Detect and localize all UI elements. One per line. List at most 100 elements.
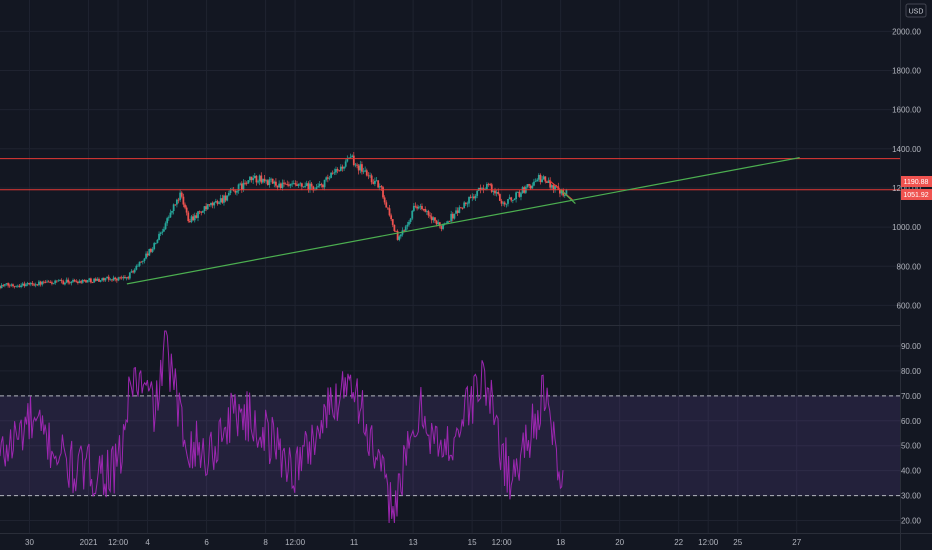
time-tick-label[interactable]: 20 [615, 538, 624, 547]
candle-body [526, 184, 529, 188]
candle-body [440, 226, 443, 229]
rsi-tick-label[interactable]: 50.00 [901, 442, 922, 451]
candle-body [304, 185, 307, 187]
candle-body [322, 184, 324, 188]
candle-body [236, 191, 238, 193]
time-tick-label[interactable]: 27 [792, 538, 801, 547]
candle-body [3, 284, 6, 286]
candle-body [541, 179, 543, 183]
time-tick-label[interactable]: 22 [674, 538, 683, 547]
price-tick-label[interactable]: 1000.00 [892, 223, 921, 232]
time-tick-label[interactable]: 6 [204, 538, 209, 547]
candle-body [193, 215, 196, 221]
candle-body [469, 197, 472, 198]
candle-body [339, 166, 342, 171]
candle-body [104, 278, 107, 281]
price-tick-label[interactable]: 1200.00 [892, 184, 921, 193]
candle-body [154, 242, 157, 244]
candle-body [287, 184, 290, 186]
price-pane[interactable] [0, 152, 900, 290]
candle-body [437, 222, 440, 225]
price-axis[interactable]: 600.00 800.00 1000.00 1200.00 1400.00 1600.00… [892, 27, 921, 310]
time-tick-label[interactable]: 30 [25, 538, 34, 547]
candle-body [554, 186, 556, 191]
candle-body [42, 281, 45, 283]
candle-body [393, 224, 396, 232]
candle-body [263, 178, 266, 182]
time-tick-label[interactable]: 12:00 [285, 538, 306, 547]
time-tick-label[interactable]: 12:00 [108, 538, 129, 547]
candle-body [386, 207, 389, 209]
rsi-tick-label[interactable]: 40.00 [901, 467, 922, 476]
candle-body [156, 239, 159, 243]
candle-body [279, 183, 282, 188]
price-tick-label[interactable]: 2000.00 [892, 27, 921, 36]
candle-body [125, 277, 128, 279]
candle-body [481, 188, 483, 190]
candle-body [185, 207, 188, 213]
rsi-tick-label[interactable]: 30.00 [901, 492, 922, 501]
candle-body [547, 180, 550, 183]
rsi-tick-label[interactable]: 20.00 [901, 517, 922, 526]
candle-body [49, 282, 52, 284]
candle-body [409, 218, 412, 222]
candle-body [244, 182, 246, 184]
candle-body [52, 283, 55, 284]
candle-body [237, 184, 240, 192]
candle-body [158, 233, 160, 240]
candle-body [111, 279, 113, 281]
candle-body [102, 278, 105, 281]
candle-body [57, 280, 60, 282]
time-tick-label[interactable]: 25 [733, 538, 742, 547]
candle-body [85, 280, 87, 283]
candle-body [404, 226, 407, 231]
candle-body [180, 192, 183, 197]
time-tick-label[interactable]: 12:00 [492, 538, 513, 547]
candle-body [112, 277, 115, 281]
rsi-axis[interactable]: 20.00 30.00 40.00 50.00 60.00 70.00 80.00 90.00 [901, 342, 922, 526]
candle-body [163, 229, 165, 232]
rsi-tick-label[interactable]: 70.00 [901, 392, 922, 401]
price-tick-label[interactable]: 1400.00 [892, 145, 921, 154]
rsi-tick-label[interactable]: 90.00 [901, 342, 922, 351]
candle-body [140, 261, 143, 263]
candle-body [143, 258, 146, 262]
time-axis[interactable]: 30 2021 12:00 4 6 8 12:00 11 13 15 12:00 18 20 22 12:0… [25, 538, 802, 547]
candle-body [0, 285, 3, 289]
time-tick-label[interactable]: 8 [263, 538, 268, 547]
price-tick-label[interactable]: 1800.00 [892, 66, 921, 75]
candle-body [75, 281, 78, 283]
time-tick-label[interactable]: 11 [350, 538, 359, 547]
drawings[interactable] [0, 157, 900, 285]
drawing-segment[interactable] [560, 189, 576, 205]
time-tick-label[interactable]: 12:00 [698, 538, 719, 547]
candle-body [41, 281, 44, 285]
candle-body [146, 253, 149, 256]
candle-body [201, 210, 204, 213]
candle-body [458, 207, 461, 213]
candle-body [489, 184, 492, 186]
rsi-pane[interactable] [0, 330, 900, 524]
candle-body [451, 213, 454, 219]
candle-body [23, 283, 26, 286]
price-tick-label[interactable]: 600.00 [897, 301, 922, 310]
candle-body [229, 189, 232, 194]
candle-body [210, 202, 212, 206]
candle-body [515, 192, 517, 200]
price-tick-label[interactable]: 800.00 [897, 262, 922, 271]
candle-body [497, 192, 500, 195]
time-tick-label[interactable]: 13 [409, 538, 418, 547]
price-tick-label[interactable]: 1600.00 [892, 106, 921, 115]
candle-body [187, 212, 190, 222]
time-tick-label[interactable]: 15 [468, 538, 477, 547]
rsi-tick-label[interactable]: 80.00 [901, 367, 922, 376]
time-tick-label[interactable]: 4 [145, 538, 150, 547]
candle-body [546, 181, 548, 183]
candle-body [107, 276, 110, 280]
support-trendline[interactable] [126, 157, 800, 285]
time-tick-label[interactable]: 2021 [80, 538, 98, 547]
time-tick-label[interactable]: 18 [556, 538, 565, 547]
currency-label[interactable]: USD [905, 3, 927, 18]
rsi-tick-label[interactable]: 60.00 [901, 417, 922, 426]
